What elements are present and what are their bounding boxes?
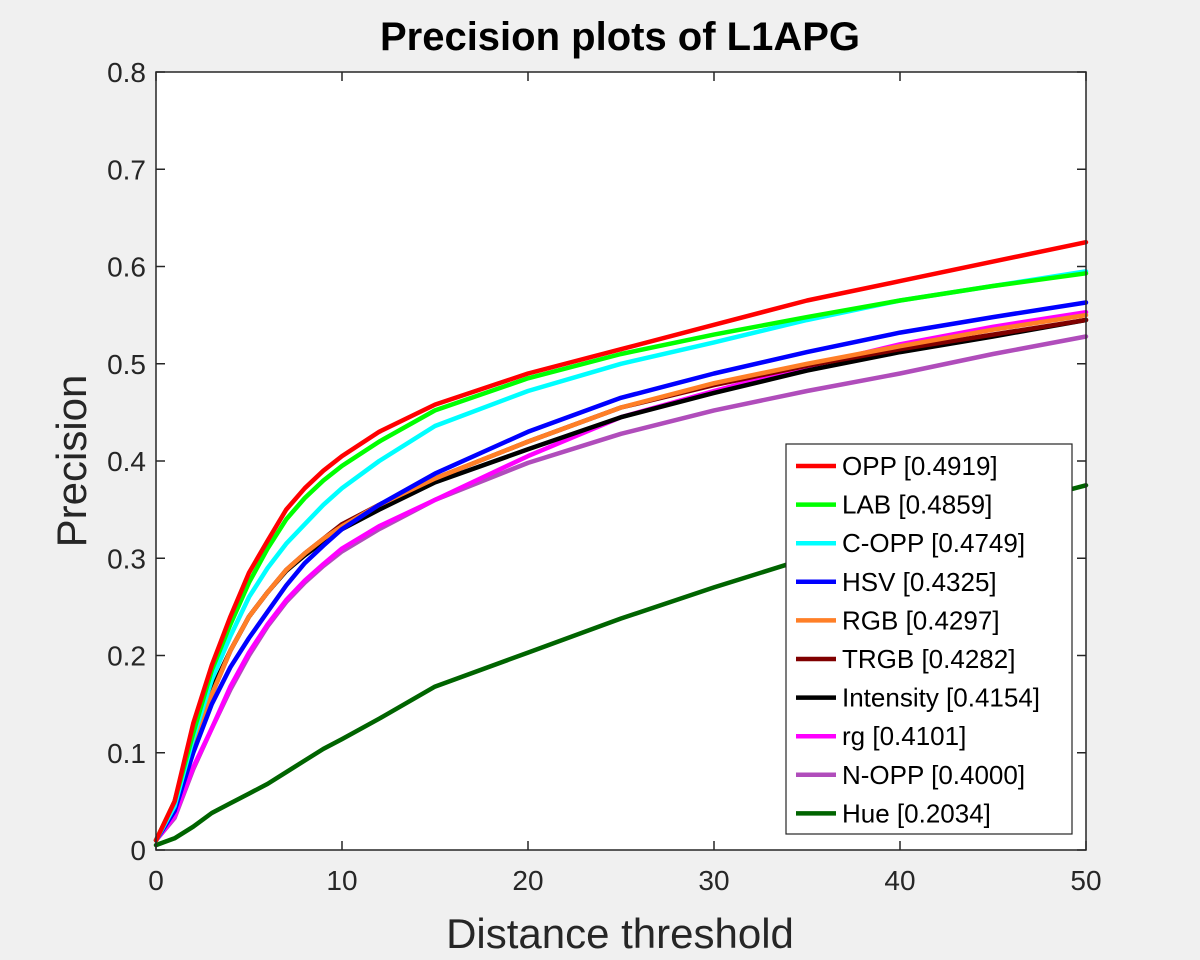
y-tick-label: 0.6 [107,252,146,283]
legend-box [785,443,1073,835]
legend-label: OPP [0.4919] [842,451,998,481]
x-tick-label: 40 [884,865,915,896]
series-line-3 [153,300,1089,843]
legend-label: rg [0.4101] [842,721,966,751]
y-tick-label: 0.5 [107,349,146,380]
legend-label: Intensity [0.4154] [842,683,1040,713]
legend-label: C-OPP [0.4749] [842,528,1025,558]
series-layer [153,239,1089,848]
legend-label: RGB [0.4297] [842,605,1000,635]
x-axis-title: Distance threshold [446,910,794,957]
y-tick-label: 0.8 [107,57,146,88]
x-tick-label: 20 [512,865,543,896]
y-tick-label: 0.3 [107,543,146,574]
series-line-0 [153,239,1089,843]
legend-label: HSV [0.4325] [842,567,997,597]
y-tick-label: 0.1 [107,738,146,769]
y-tick-label: 0 [130,835,146,866]
chart-title: Precision plots of L1APG [380,15,860,59]
x-tick-label: 30 [698,865,729,896]
y-axis-title: Precision [48,375,95,548]
legend-label: Hue [0.2034] [842,798,991,828]
y-tick-label: 0.7 [107,154,146,185]
legend: OPP [0.4919] LAB [0.4859] C-OPP [0.4749] HS… [785,443,1073,835]
legend-label: N-OPP [0.4000] [842,760,1025,790]
x-tick-label: 0 [148,865,164,896]
y-tick-label: 0.4 [107,446,146,477]
y-tick-label: 0.2 [107,641,146,672]
series-line-4 [153,312,1089,843]
x-tick-label: 10 [326,865,357,896]
ticks-layer: 0 10 20 30 40 50 0 0.1 0.2 0.3 0.4 0.5 0.6 0.7 0.8 [107,57,1102,896]
legend-label: TRGB [0.4282] [842,644,1015,674]
series-line-2 [153,269,1089,843]
x-tick-label: 50 [1070,865,1101,896]
legend-label: LAB [0.4859] [842,490,992,520]
